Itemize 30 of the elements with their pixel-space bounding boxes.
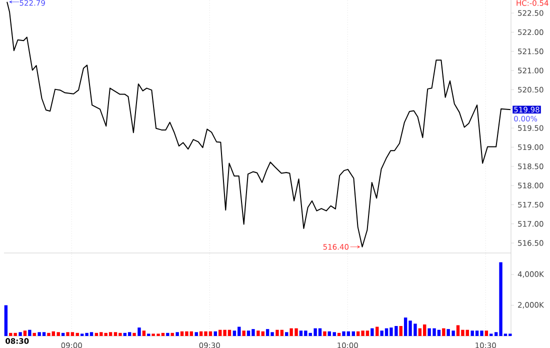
bar xyxy=(418,328,422,336)
bar xyxy=(56,332,60,336)
bar xyxy=(23,330,27,336)
bar xyxy=(61,332,65,336)
bar xyxy=(370,328,374,336)
bar xyxy=(170,332,174,336)
bar xyxy=(242,330,246,336)
bar xyxy=(328,331,331,336)
bar xyxy=(76,332,80,336)
bar xyxy=(194,332,198,336)
bar xyxy=(32,332,36,336)
bar xyxy=(337,332,341,336)
bar xyxy=(138,328,141,336)
bar xyxy=(176,332,179,336)
bar xyxy=(132,332,136,336)
bar xyxy=(128,332,132,336)
bar xyxy=(166,332,170,336)
bar xyxy=(18,332,22,336)
bar xyxy=(376,326,379,336)
bar xyxy=(214,331,218,336)
bar xyxy=(28,330,32,336)
bar xyxy=(142,330,146,336)
bar xyxy=(399,326,402,336)
bar xyxy=(4,305,8,336)
bar xyxy=(285,332,288,336)
bar xyxy=(484,330,488,336)
bar xyxy=(332,332,336,336)
bar xyxy=(323,331,326,336)
bar xyxy=(352,331,356,336)
bar xyxy=(442,328,446,336)
